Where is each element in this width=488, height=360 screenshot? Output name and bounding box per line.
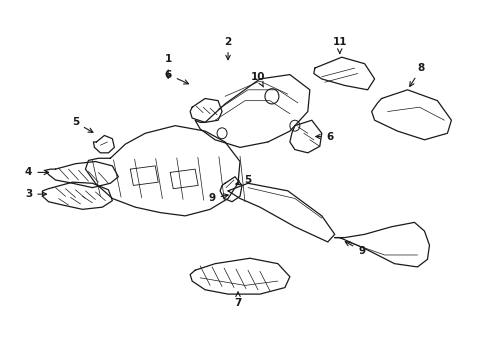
Text: 11: 11 [332, 37, 346, 53]
Text: 8: 8 [409, 63, 424, 86]
Text: 4: 4 [25, 167, 48, 177]
Text: 3: 3 [25, 189, 46, 199]
Text: 1: 1 [164, 54, 171, 78]
Text: 6: 6 [315, 131, 333, 141]
Text: 6: 6 [164, 69, 188, 84]
Text: 9: 9 [208, 193, 227, 203]
Text: 7: 7 [234, 292, 241, 308]
Text: 10: 10 [250, 72, 264, 87]
Text: 5: 5 [235, 175, 251, 185]
Text: 2: 2 [224, 37, 231, 60]
Text: 5: 5 [72, 117, 93, 132]
Text: 9: 9 [345, 242, 365, 256]
